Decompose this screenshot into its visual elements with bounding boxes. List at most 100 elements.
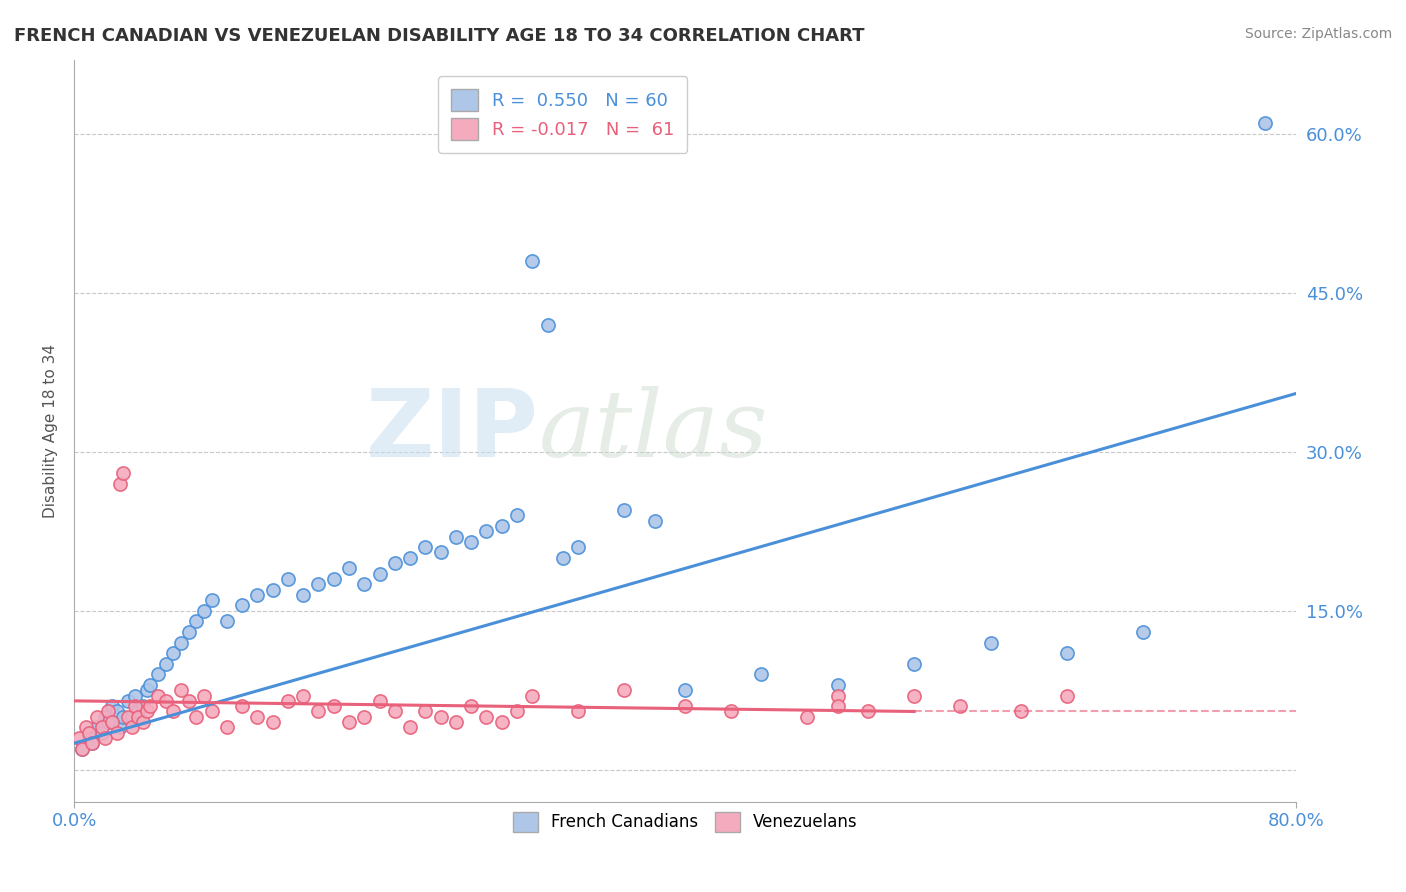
Point	[82, 736, 104, 750]
Point	[193, 689, 215, 703]
Point	[93, 710, 115, 724]
Point	[200, 705, 222, 719]
Point	[384, 556, 406, 570]
Point	[522, 689, 544, 703]
Point	[231, 599, 253, 613]
Point	[429, 710, 451, 724]
Point	[522, 254, 544, 268]
Point	[162, 705, 184, 719]
Point	[86, 720, 108, 734]
Point	[673, 683, 696, 698]
Point	[460, 699, 482, 714]
Point	[322, 572, 344, 586]
Point	[720, 705, 742, 719]
Point	[132, 715, 155, 730]
Point	[75, 720, 97, 734]
Point	[337, 715, 360, 730]
Point	[101, 699, 124, 714]
Point	[1056, 646, 1078, 660]
Point	[673, 699, 696, 714]
Point	[399, 720, 422, 734]
Point	[86, 710, 108, 724]
Point	[139, 678, 162, 692]
Point	[79, 731, 101, 745]
Point	[117, 710, 139, 724]
Point	[200, 593, 222, 607]
Text: FRENCH CANADIAN VS VENEZUELAN DISABILITY AGE 18 TO 34 CORRELATION CHART: FRENCH CANADIAN VS VENEZUELAN DISABILITY…	[14, 27, 865, 45]
Point	[70, 741, 93, 756]
Point	[162, 646, 184, 660]
Point	[90, 725, 112, 739]
Point	[136, 705, 159, 719]
Point	[231, 699, 253, 714]
Legend: French Canadians, Venezuelans: French Canadians, Venezuelans	[499, 798, 870, 846]
Point	[368, 694, 391, 708]
Point	[475, 524, 498, 539]
Point	[97, 705, 120, 719]
Point	[506, 705, 529, 719]
Point	[949, 699, 972, 714]
Point	[111, 466, 134, 480]
Point	[246, 588, 269, 602]
Point	[246, 710, 269, 724]
Point	[97, 715, 120, 730]
Point	[277, 694, 299, 708]
Text: ZIP: ZIP	[366, 384, 538, 476]
Point	[567, 540, 589, 554]
Point	[337, 561, 360, 575]
Point	[475, 710, 498, 724]
Point	[277, 572, 299, 586]
Point	[121, 710, 143, 724]
Point	[827, 699, 849, 714]
Point	[368, 566, 391, 581]
Point	[551, 550, 574, 565]
Point	[111, 710, 134, 724]
Point	[1132, 624, 1154, 639]
Point	[292, 588, 315, 602]
Point	[186, 710, 208, 724]
Point	[193, 604, 215, 618]
Point	[322, 699, 344, 714]
Point	[136, 683, 159, 698]
Point	[155, 694, 177, 708]
Point	[82, 736, 104, 750]
Point	[491, 519, 513, 533]
Point	[132, 699, 155, 714]
Point	[827, 678, 849, 692]
Point	[444, 715, 467, 730]
Point	[1010, 705, 1032, 719]
Point	[262, 582, 284, 597]
Point	[105, 705, 128, 719]
Text: atlas: atlas	[538, 385, 768, 475]
Y-axis label: Disability Age 18 to 34: Disability Age 18 to 34	[44, 343, 58, 517]
Point	[170, 635, 193, 649]
Point	[146, 667, 169, 681]
Point	[644, 514, 666, 528]
Point	[308, 705, 330, 719]
Point	[1254, 116, 1277, 130]
Point	[101, 715, 124, 730]
Point	[262, 715, 284, 730]
Point	[506, 508, 529, 523]
Point	[105, 725, 128, 739]
Point	[353, 710, 375, 724]
Point	[903, 657, 925, 671]
Point	[117, 694, 139, 708]
Point	[108, 720, 131, 734]
Point	[415, 705, 437, 719]
Point	[460, 534, 482, 549]
Point	[124, 699, 146, 714]
Point	[215, 720, 238, 734]
Point	[399, 550, 422, 565]
Point	[384, 705, 406, 719]
Point	[108, 476, 131, 491]
Point	[751, 667, 773, 681]
Point	[491, 715, 513, 730]
Point	[124, 689, 146, 703]
Point	[70, 741, 93, 756]
Point	[121, 720, 143, 734]
Point	[170, 683, 193, 698]
Point	[415, 540, 437, 554]
Point	[1056, 689, 1078, 703]
Point	[796, 710, 818, 724]
